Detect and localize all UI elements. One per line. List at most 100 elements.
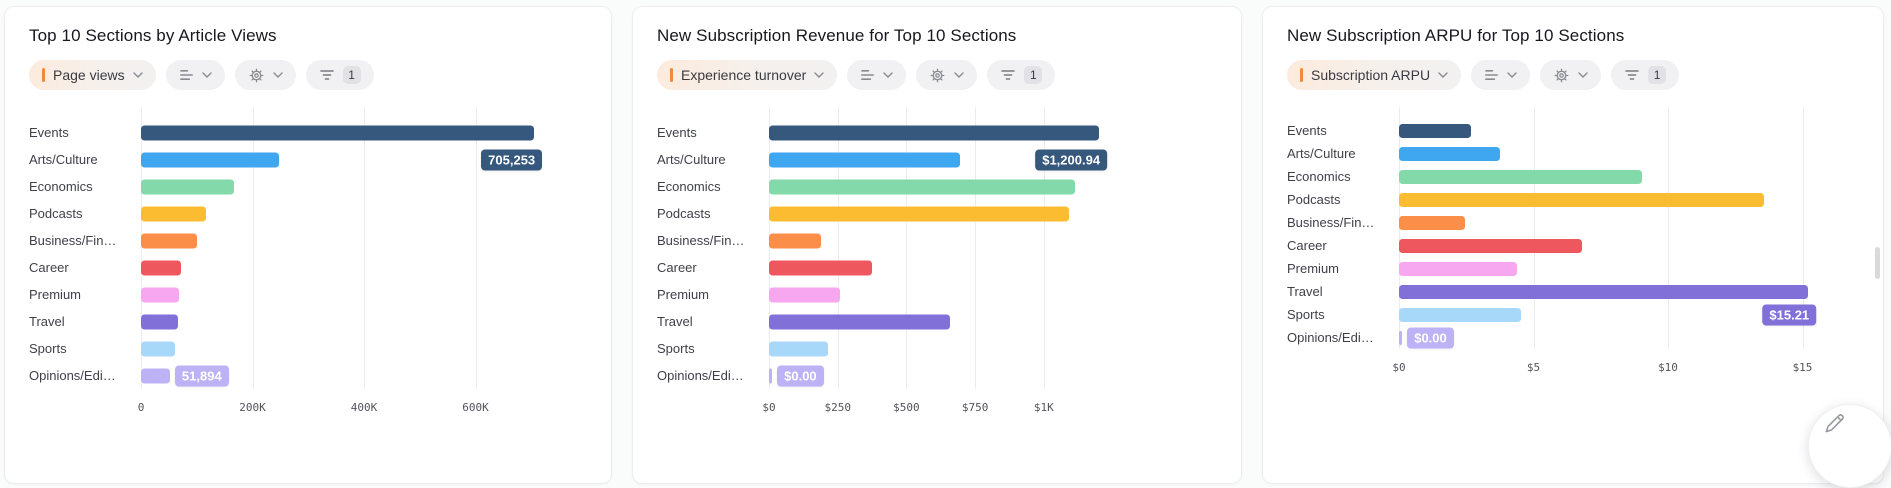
chart-row: Sports	[657, 335, 1217, 362]
chart-row: Arts/Culture	[657, 146, 1217, 173]
settings-control[interactable]	[234, 60, 296, 90]
category-label: Premium	[29, 287, 82, 302]
bar[interactable]	[141, 260, 181, 275]
chart-row: Travel	[657, 308, 1217, 335]
chart-title: Top 10 Sections by Article Views	[29, 26, 277, 45]
bar-track	[769, 119, 1217, 146]
category-label: Economics	[29, 179, 93, 194]
bar[interactable]	[141, 233, 197, 248]
chart-row: Premium	[1287, 257, 1859, 280]
chart-title: New Subscription Revenue for Top 10 Sect…	[657, 26, 1017, 45]
sort-icon	[1485, 69, 1498, 81]
metric-selector[interactable]: Experience turnover	[657, 60, 838, 90]
bar[interactable]	[1399, 307, 1522, 322]
bar[interactable]	[141, 368, 170, 383]
bar[interactable]	[1399, 215, 1466, 230]
metric-selector[interactable]: Subscription ARPU	[1287, 60, 1462, 90]
chart-row: Economics	[1287, 165, 1859, 188]
sort-control[interactable]	[165, 60, 225, 90]
x-axis-tick-label: $750	[961, 401, 989, 414]
chevron-down-icon	[272, 72, 283, 78]
category-label: Travel	[657, 314, 693, 329]
chart-row: Travel	[29, 308, 587, 335]
bar[interactable]	[769, 152, 961, 167]
bar[interactable]	[1399, 146, 1500, 161]
settings-control[interactable]	[1540, 60, 1602, 90]
bar-track	[1399, 280, 1859, 303]
chart-card: New Subscription ARPU for Top 10 Section…	[1262, 6, 1884, 484]
category-label: Podcasts	[657, 206, 711, 221]
category-label: Economics	[657, 179, 721, 194]
metric-label: Page views	[53, 67, 125, 83]
category-label: Premium	[1287, 261, 1340, 276]
bar[interactable]	[141, 341, 175, 356]
sort-control[interactable]	[1471, 60, 1531, 90]
bar-track	[1399, 211, 1859, 234]
bar[interactable]	[141, 287, 179, 302]
bar[interactable]	[1399, 261, 1518, 276]
metric-label: Subscription ARPU	[1311, 67, 1431, 83]
bar[interactable]	[1399, 238, 1582, 253]
bar-track	[141, 335, 587, 362]
bar[interactable]	[1399, 192, 1764, 207]
bar[interactable]	[1399, 169, 1643, 184]
category-label: Opinions/Edi…	[1287, 330, 1374, 345]
bar-track	[769, 335, 1217, 362]
bar[interactable]	[769, 260, 873, 275]
bar[interactable]	[769, 179, 1076, 194]
bar[interactable]	[141, 179, 234, 194]
chart-row: Premium	[657, 281, 1217, 308]
bar-track	[141, 281, 587, 308]
bar[interactable]	[769, 341, 828, 356]
sort-icon	[861, 69, 875, 81]
category-label: Premium	[657, 287, 710, 302]
chevron-down-icon	[132, 72, 143, 78]
bar[interactable]	[1399, 123, 1471, 138]
category-label: Podcasts	[29, 206, 83, 221]
chart-rows: Events Arts/Culture Economics Podcasts Busin…	[29, 107, 587, 389]
bar-track	[1399, 257, 1859, 280]
bar[interactable]	[141, 152, 279, 167]
metric-accent-bar	[42, 68, 45, 82]
chart-row: Business/Fin…	[1287, 211, 1859, 234]
x-axis-tick-label: $1K	[1033, 401, 1054, 414]
bar[interactable]	[141, 314, 178, 329]
chart-row: Career	[1287, 234, 1859, 257]
bar[interactable]	[769, 206, 1069, 221]
metric-selector[interactable]: Page views	[29, 60, 156, 90]
x-axis-tick-label: $500	[893, 401, 920, 414]
filter-control[interactable]: 1	[987, 60, 1056, 90]
filter-control[interactable]: 1	[305, 60, 374, 90]
x-axis-tick-label: $15	[1792, 361, 1813, 374]
chevron-down-icon	[1578, 72, 1588, 78]
bar[interactable]	[1399, 284, 1809, 299]
bar[interactable]	[141, 125, 535, 140]
bar-track	[1399, 119, 1859, 142]
bar[interactable]	[769, 368, 772, 383]
scrollbar-thumb[interactable]	[1875, 247, 1880, 279]
chevron-down-icon	[1438, 72, 1448, 78]
bar-track	[1399, 188, 1859, 211]
bar[interactable]	[769, 314, 950, 329]
gear-icon	[249, 68, 264, 82]
category-label: Business/Fin…	[29, 233, 117, 248]
chevron-down-icon	[201, 72, 212, 78]
metric-label: Experience turnover	[681, 67, 807, 83]
bar[interactable]	[769, 125, 1100, 140]
edit-fab[interactable]	[1808, 404, 1891, 488]
settings-control[interactable]	[916, 60, 978, 90]
bar-track	[769, 200, 1217, 227]
chart-row: Arts/Culture	[29, 146, 587, 173]
bar[interactable]	[1399, 330, 1402, 345]
x-axis-tick-label: 400K	[350, 401, 378, 414]
category-label: Business/Fin…	[1287, 215, 1375, 230]
category-label: Events	[29, 125, 69, 140]
category-label: Arts/Culture	[1287, 146, 1356, 161]
bar[interactable]	[769, 233, 822, 248]
sort-control[interactable]	[847, 60, 907, 90]
bar[interactable]	[769, 287, 841, 302]
category-label: Career	[29, 260, 69, 275]
filter-control[interactable]: 1	[1611, 60, 1680, 90]
bar[interactable]	[141, 206, 207, 221]
category-label: Sports	[1287, 307, 1325, 322]
